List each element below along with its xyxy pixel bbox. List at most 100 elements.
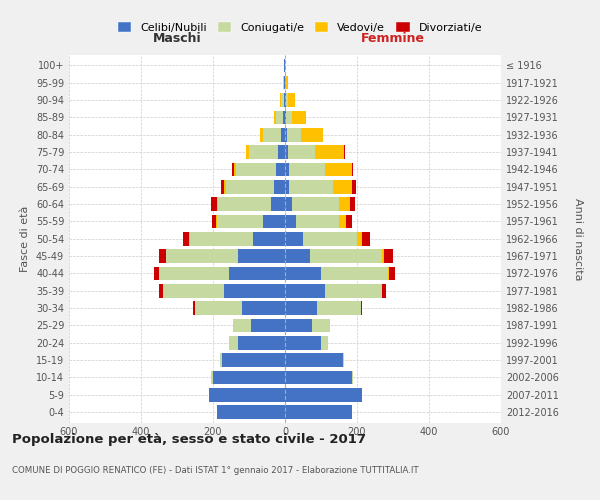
Bar <box>292 110 306 124</box>
Bar <box>287 94 295 107</box>
Bar <box>195 302 242 315</box>
Bar <box>285 370 352 384</box>
Bar <box>251 318 285 332</box>
Bar <box>242 302 285 315</box>
Bar <box>301 128 323 141</box>
Bar <box>221 180 224 194</box>
Bar <box>211 370 213 384</box>
Bar <box>159 284 163 298</box>
Bar <box>285 250 310 263</box>
Bar <box>312 318 330 332</box>
Bar <box>285 406 352 419</box>
Bar <box>188 232 190 245</box>
Bar <box>236 162 276 176</box>
Bar <box>238 336 285 349</box>
Bar <box>286 110 292 124</box>
Bar <box>220 354 222 367</box>
Bar <box>285 94 286 107</box>
Bar <box>154 266 159 280</box>
Bar <box>159 266 229 280</box>
Bar <box>209 388 285 402</box>
Bar <box>285 128 287 141</box>
Bar <box>332 180 352 194</box>
Bar <box>211 198 217 211</box>
Bar <box>287 128 301 141</box>
Bar <box>215 214 217 228</box>
Bar <box>229 266 285 280</box>
Bar <box>183 232 188 245</box>
Bar <box>310 250 382 263</box>
Bar <box>159 250 166 263</box>
Bar <box>285 162 289 176</box>
Bar <box>246 146 249 159</box>
Bar <box>263 214 285 228</box>
Bar <box>343 354 344 367</box>
Bar <box>284 58 285 72</box>
Bar <box>163 284 224 298</box>
Bar <box>253 232 285 245</box>
Bar <box>344 146 345 159</box>
Bar <box>218 198 271 211</box>
Text: Femmine: Femmine <box>361 32 425 46</box>
Bar <box>362 232 370 245</box>
Bar <box>285 180 289 194</box>
Bar <box>217 198 218 211</box>
Bar <box>285 354 343 367</box>
Bar <box>281 128 285 141</box>
Bar <box>232 162 233 176</box>
Bar <box>249 146 278 159</box>
Bar <box>233 162 236 176</box>
Bar <box>217 214 263 228</box>
Bar <box>224 284 285 298</box>
Bar <box>285 318 312 332</box>
Bar <box>317 302 361 315</box>
Bar <box>229 336 238 349</box>
Text: Popolazione per età, sesso e stato civile - 2017: Popolazione per età, sesso e stato civil… <box>12 432 366 446</box>
Bar <box>350 198 355 211</box>
Bar <box>321 266 388 280</box>
Bar <box>382 284 386 298</box>
Y-axis label: Fasce di età: Fasce di età <box>20 206 30 272</box>
Bar <box>285 146 288 159</box>
Bar <box>280 94 281 107</box>
Bar <box>276 162 285 176</box>
Bar <box>357 232 362 245</box>
Bar <box>352 180 356 194</box>
Bar <box>222 354 285 367</box>
Bar <box>274 180 285 194</box>
Bar <box>278 146 285 159</box>
Bar <box>286 76 288 90</box>
Bar <box>224 180 226 194</box>
Bar <box>226 180 274 194</box>
Bar <box>212 214 215 228</box>
Bar <box>276 110 283 124</box>
Bar <box>166 250 238 263</box>
Bar <box>292 198 339 211</box>
Bar <box>217 406 285 419</box>
Bar <box>284 76 285 90</box>
Bar <box>384 250 393 263</box>
Bar <box>289 162 325 176</box>
Bar <box>285 336 321 349</box>
Bar <box>346 214 352 228</box>
Bar <box>285 388 362 402</box>
Bar <box>190 232 253 245</box>
Bar <box>339 198 350 211</box>
Bar <box>339 214 346 228</box>
Bar <box>284 94 285 107</box>
Bar <box>285 232 303 245</box>
Bar <box>233 318 251 332</box>
Bar <box>315 146 344 159</box>
Bar <box>325 162 352 176</box>
Bar <box>389 266 395 280</box>
Bar <box>321 336 328 349</box>
Bar <box>382 250 384 263</box>
Bar <box>303 232 357 245</box>
Bar <box>286 94 287 107</box>
Y-axis label: Anni di nascita: Anni di nascita <box>572 198 583 280</box>
Bar <box>388 266 389 280</box>
Bar <box>213 370 285 384</box>
Bar <box>285 284 325 298</box>
Bar <box>283 76 284 90</box>
Text: Maschi: Maschi <box>152 32 202 46</box>
